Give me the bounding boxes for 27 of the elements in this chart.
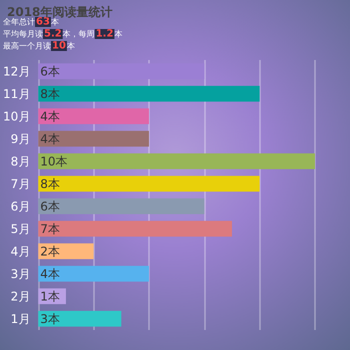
data-label: 4本 [40, 132, 60, 146]
y-tick-label: 8月 [10, 154, 30, 168]
data-label: 6本 [40, 64, 60, 78]
y-tick-label: 7月 [10, 176, 30, 191]
data-label: 1本 [40, 289, 60, 304]
data-label: 3本 [40, 312, 60, 326]
data-label: 2本 [40, 244, 60, 258]
y-tick-label: 5月 [10, 222, 30, 236]
data-label: 7本 [40, 222, 60, 236]
data-label: 10本 [40, 154, 68, 168]
y-tick-label: 4月 [10, 244, 30, 258]
data-label: 8本 [40, 86, 60, 101]
data-label: 6本 [40, 199, 60, 214]
y-tick-label: 12月 [2, 64, 30, 78]
y-tick-label: 10月 [2, 109, 30, 124]
y-tick-label: 11月 [2, 86, 30, 101]
y-tick-label: 9月 [10, 132, 30, 146]
y-tick-label: 3月 [10, 266, 30, 281]
data-label: 4本 [40, 109, 60, 124]
data-label: 8本 [40, 176, 60, 191]
data-label: 4本 [40, 266, 60, 281]
text: 平均每月读5.2本，每周1.2本 [3, 28, 122, 40]
y-tick-label: 1月 [10, 312, 30, 326]
y-tick-label: 2月 [10, 289, 30, 304]
y-tick-label: 6月 [10, 199, 30, 214]
text: 全年总计63本 [3, 16, 59, 28]
text: 最高一个月读10本 [3, 40, 75, 52]
